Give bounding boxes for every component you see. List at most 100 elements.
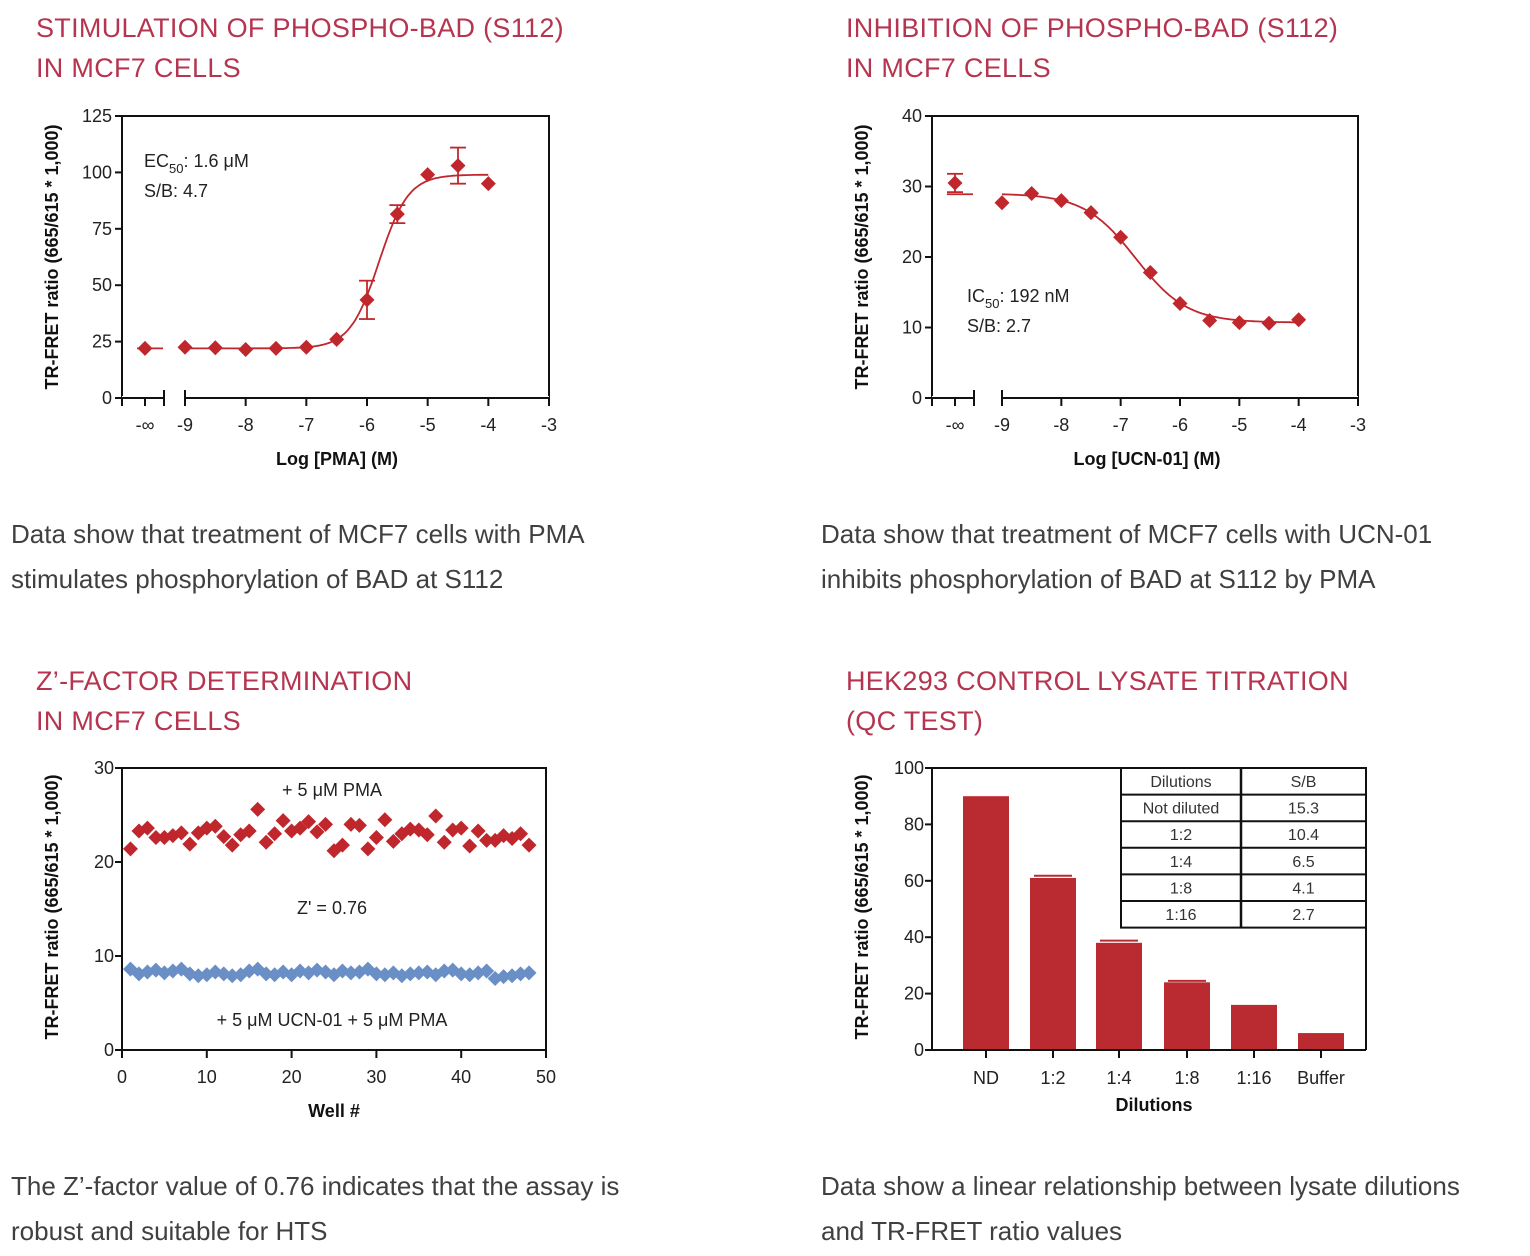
chart1-data-point — [268, 340, 284, 356]
chart4-bar — [963, 796, 1009, 1050]
chart4-ytick-label: 0 — [914, 1040, 924, 1060]
chart1-ytick-label: 75 — [92, 219, 112, 239]
chart3-xtick-label: 10 — [197, 1067, 217, 1087]
chart2-ytick-label: 30 — [902, 177, 922, 197]
chart2-ytick-label: 10 — [902, 318, 922, 338]
chart3-caption-line2: robust and suitable for HTS — [11, 1216, 328, 1246]
chart2-xtick-label: -6 — [1172, 415, 1188, 435]
chart4-bar — [1096, 942, 1142, 1050]
sb-table-cell-sb: 6.5 — [1292, 854, 1314, 871]
chart3-ytick-label: 10 — [94, 946, 114, 966]
chart3-ucn01-point — [479, 963, 495, 979]
chart2-ytick-label: 40 — [902, 106, 922, 126]
chart3-ucn01-point — [436, 963, 452, 979]
chart4-caption-line1: Data show a linear relationship between … — [821, 1171, 1460, 1201]
chart1-xlabel: Log [PMA] (M) — [276, 449, 398, 469]
chart3-pma-point — [318, 816, 334, 832]
chart1-ytick-label: 50 — [92, 275, 112, 295]
chart1-xtick-label: -4 — [480, 415, 496, 435]
chart3-pma-point — [462, 838, 478, 854]
chart3-pma-point — [334, 837, 350, 853]
chart2-xtick-label: -3 — [1350, 415, 1366, 435]
chart2-caption-line1: Data show that treatment of MCF7 cells w… — [821, 519, 1433, 549]
chart3-xtick-label: 50 — [536, 1067, 556, 1087]
chart2-xtick-label: -8 — [1053, 415, 1069, 435]
chart2-xtick-label: -5 — [1231, 415, 1247, 435]
chart3-pma-point — [402, 821, 418, 837]
chart4-caption: Data show a linear relationship between … — [821, 1164, 1460, 1254]
chart3-xtick-label: 30 — [366, 1067, 386, 1087]
sb-table-cell-sb: 4.1 — [1292, 880, 1314, 897]
chart4-title-line1: HEK293 CONTROL LYSATE TITRATION — [846, 666, 1349, 696]
chart2-data-point — [1202, 312, 1218, 328]
chart3-pma-point — [419, 827, 435, 843]
chart3-title: Z’-FACTOR DETERMINATION IN MCF7 CELLS — [36, 661, 412, 741]
chart3-ucn01-point — [521, 965, 537, 981]
chart1-xtick-label: -3 — [541, 415, 557, 435]
chart3-caption: The Z’-factor value of 0.76 indicates th… — [11, 1164, 619, 1254]
chart4-ytick-label: 20 — [904, 984, 924, 1004]
chart3-pma-point — [173, 825, 189, 841]
chart3-pma-point — [385, 833, 401, 849]
chart1-data-point — [359, 292, 375, 308]
sb-table-cell-dilution: 1:8 — [1170, 880, 1192, 897]
chart3-ytick-label: 20 — [94, 852, 114, 872]
chart2-data-point — [1231, 315, 1247, 331]
chart4-xtick-label: 1:8 — [1174, 1068, 1199, 1088]
chart1-ec50-annotation: EC50: 1.6 μM — [144, 151, 249, 176]
chart4-title: HEK293 CONTROL LYSATE TITRATION (QC TEST… — [846, 661, 1349, 741]
chart1-ytick-label: 125 — [82, 106, 112, 126]
chart3-pma-point — [250, 801, 266, 817]
chart3-pma-point — [377, 812, 393, 828]
chart3-title-line2: IN MCF7 CELLS — [36, 706, 241, 736]
sb-table-cell-dilution: Not diluted — [1143, 801, 1220, 818]
chart3-ucn01-point — [241, 963, 257, 979]
chart3-pma-point — [513, 826, 529, 842]
chart1-xtick-label: -5 — [420, 415, 436, 435]
chart1-xtick-label: -6 — [359, 415, 375, 435]
chart2-data-point — [1024, 186, 1040, 202]
chart3-pma-point — [241, 823, 257, 839]
chart3-pma-point — [139, 820, 155, 836]
chart3-annotation-ucn01: + 5 μM UCN-01 + 5 μM PMA — [217, 1010, 448, 1030]
chart3-title-line1: Z’-FACTOR DETERMINATION — [36, 666, 413, 696]
chart4-bar — [1030, 877, 1076, 1050]
chart3-pma-point — [258, 834, 274, 850]
chart2-data-point — [1172, 296, 1188, 312]
chart2-ytick-label: 20 — [902, 247, 922, 267]
chart2-sb-annotation: S/B: 2.7 — [967, 316, 1031, 336]
chart4-title-line2: (QC TEST) — [846, 706, 984, 736]
sb-table-cell-sb: 10.4 — [1288, 827, 1319, 844]
chart1-sb-annotation: S/B: 4.7 — [144, 181, 208, 201]
chart3-caption-line1: The Z’-factor value of 0.76 indicates th… — [11, 1171, 620, 1201]
chart2-xlabel: Log [UCN-01] (M) — [1074, 449, 1221, 469]
chart4-ytick-label: 60 — [904, 871, 924, 891]
chart3-ylabel: TR-FRET ratio (665/615 * 1,000) — [42, 774, 62, 1039]
chart1-data-point — [450, 158, 466, 174]
chart4-bar — [1231, 1004, 1277, 1050]
chart1-data-point — [207, 340, 223, 356]
sb-table-cell-dilution: 1:2 — [1170, 827, 1192, 844]
chart2-ic50-annotation: IC50: 192 nM — [967, 286, 1070, 311]
sb-table-cell-sb: 2.7 — [1292, 907, 1314, 924]
chart1-data-point — [238, 341, 254, 357]
chart3-ucn01-point — [402, 966, 418, 982]
chart1-ec50-sub: 50 — [169, 161, 183, 176]
chart3-pma-point — [351, 817, 367, 833]
chart3-pma-point — [360, 841, 376, 857]
chart4-xtick-label: 1:16 — [1236, 1068, 1271, 1088]
chart3-pma-point — [521, 837, 537, 853]
chart3-ucn01-point — [453, 966, 469, 982]
chart2-data-point — [1291, 312, 1307, 328]
chart3-pma-point — [368, 830, 384, 846]
chart1-title-line2: IN MCF7 CELLS — [36, 53, 241, 83]
chart1-data-point — [177, 339, 193, 355]
sb-table-cell-sb: 15.3 — [1288, 801, 1319, 818]
chart2-title-line2: IN MCF7 CELLS — [846, 53, 1051, 83]
chart3-pma-point — [436, 834, 452, 850]
chart1-data-point — [329, 331, 345, 347]
chart3-ucn01-point — [496, 969, 512, 985]
